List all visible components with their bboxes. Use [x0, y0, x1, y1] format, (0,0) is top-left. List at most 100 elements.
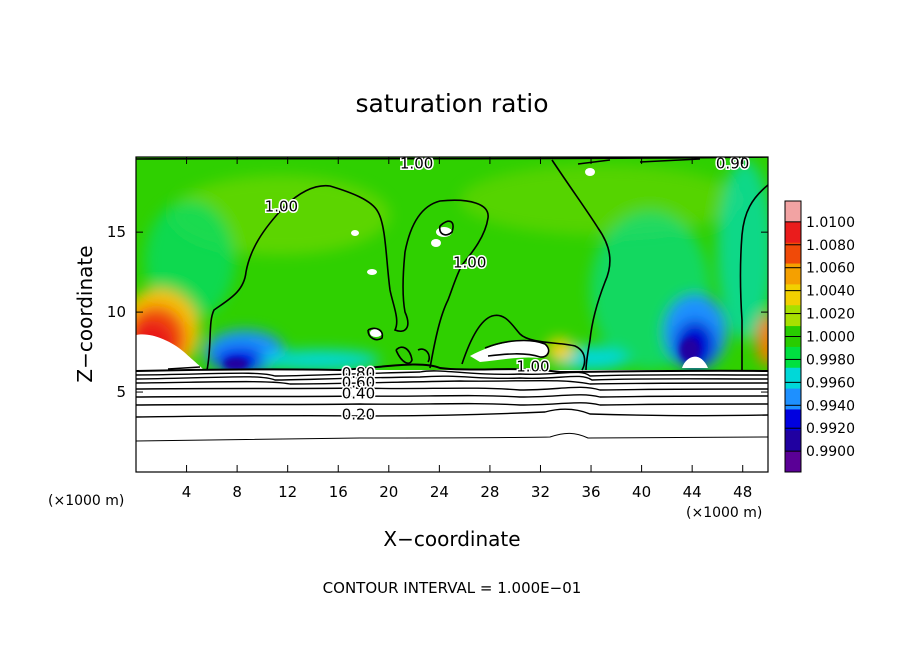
field-out-of-range	[351, 230, 359, 236]
contour-line	[136, 363, 768, 374]
contour-label: 0.20	[342, 405, 375, 423]
x-tick-label: 8	[232, 483, 242, 501]
plot-frame	[135, 156, 769, 473]
plot-area: 1.00 0.90 1.00 1.00 1.00 0.800.600.40 0.20	[136, 154, 768, 472]
contour-line	[136, 432, 768, 442]
contour-line	[739, 184, 768, 370]
x-tick-label: 40	[632, 483, 651, 501]
field-out-of-range	[431, 239, 441, 247]
colorbar-swatch	[785, 221, 801, 244]
colorbar-label: 0.9960	[806, 375, 855, 391]
contour-line	[577, 159, 611, 165]
contour-line	[136, 394, 768, 398]
y-axis-label: Z−coordinate	[73, 245, 97, 382]
field-region	[224, 358, 248, 370]
contour-line	[136, 386, 768, 391]
contour-labels: 1.00 0.90 1.00 1.00 1.00 0.800.600.40 0.20	[263, 154, 751, 425]
colorbar-swatch	[785, 263, 801, 285]
colorbar-label: 1.0020	[806, 307, 855, 323]
field-out-of-range	[470, 340, 549, 362]
colorbar-swatch	[785, 305, 801, 327]
contour-label: 1.00	[516, 357, 549, 375]
x-tick-label: 32	[531, 483, 550, 501]
x-tick-label: 36	[581, 483, 600, 501]
colorbar-swatch	[785, 367, 801, 390]
colorbar-label: 0.9920	[806, 421, 855, 437]
contour-line	[395, 346, 413, 364]
colorbar-label: 1.0060	[806, 261, 855, 277]
colorbar-label: 1.0040	[806, 284, 855, 300]
field-out-of-range	[136, 334, 204, 370]
contour-label: 0.40	[342, 385, 375, 403]
colorbar-label: 0.9900	[806, 444, 855, 460]
x-axis-label: X−coordinate	[383, 527, 520, 551]
colorbar-swatch	[785, 346, 801, 369]
x-tick-label: 24	[430, 483, 449, 501]
field-out-of-range	[370, 329, 382, 337]
contour-lines-lower	[136, 363, 768, 442]
contour-line	[136, 157, 768, 160]
x-tick-label: 44	[683, 483, 702, 501]
contour-label: 0.60	[342, 373, 375, 391]
contour-line	[367, 327, 384, 341]
colorbar-label: 0.9980	[806, 352, 855, 368]
x-tick-label: 20	[379, 483, 398, 501]
y-tick-label: 15	[107, 223, 126, 241]
x-tick-label: 48	[733, 483, 752, 501]
x-axis-unit-right: (×1000 m)	[686, 505, 762, 521]
colorbar-label: 1.0080	[806, 238, 855, 254]
field-region	[756, 314, 768, 366]
contour-label: 0.80	[342, 364, 375, 382]
contour-line	[484, 339, 550, 358]
contour-label: 1.00	[453, 254, 486, 272]
contour-line	[417, 348, 431, 363]
x-tick-label: 28	[480, 483, 499, 501]
contour-line	[136, 379, 768, 385]
colorbar-swatch	[785, 284, 801, 306]
field-region	[546, 338, 574, 362]
colorbar-swatch	[785, 430, 801, 452]
colorbar-swatch	[785, 242, 801, 265]
y-axis: 5 10 15	[107, 223, 768, 401]
colorbar-swatch	[785, 201, 801, 223]
contour-line	[639, 158, 701, 163]
contour-line	[551, 159, 611, 371]
field-region	[680, 338, 700, 362]
colorbar: 1.0100 1.0080 1.0060 1.0040 1.0020 1.0000 0.99…	[784, 200, 855, 473]
contour-label: 0.90	[716, 154, 749, 172]
contour-line	[167, 366, 201, 370]
contour-line	[136, 375, 768, 381]
colorbar-label: 1.0100	[806, 215, 855, 231]
colorbar-label: 1.0000	[806, 330, 855, 346]
x-axis: 4 8 12 16 20 24 28 32 36 40 44 48	[182, 157, 752, 501]
x-tick-label: 12	[278, 483, 297, 501]
y-tick-label: 5	[116, 383, 126, 401]
contour-line	[136, 402, 768, 406]
contour-label: 1.00	[400, 154, 433, 172]
chart-title: saturation ratio	[355, 89, 548, 118]
field-out-of-range	[682, 356, 708, 368]
field-out-of-range	[367, 269, 377, 275]
colorbar-swatch	[785, 388, 801, 410]
y-tick-label: 10	[107, 303, 126, 321]
colorbar-swatch	[785, 451, 801, 473]
contour-interval-note: CONTOUR INTERVAL = 1.000E−01	[323, 579, 582, 597]
x-tick-label: 4	[182, 483, 192, 501]
contour-line	[461, 314, 586, 371]
lower-layer	[136, 370, 768, 472]
x-axis-unit-left: (×1000 m)	[48, 493, 124, 509]
field-out-of-range	[585, 168, 595, 176]
contour-line	[136, 408, 768, 418]
contour-lines-upper	[136, 157, 768, 371]
field-region	[460, 165, 740, 235]
contour-label: 1.00	[265, 198, 298, 216]
colorbar-swatch	[785, 409, 801, 431]
colorbar-label: 0.9940	[806, 398, 855, 414]
x-tick-label: 16	[329, 483, 348, 501]
contour-line	[136, 370, 768, 377]
field-region	[260, 350, 380, 370]
field-region	[717, 160, 768, 340]
contour-line	[438, 220, 454, 236]
contour-line	[206, 184, 489, 371]
